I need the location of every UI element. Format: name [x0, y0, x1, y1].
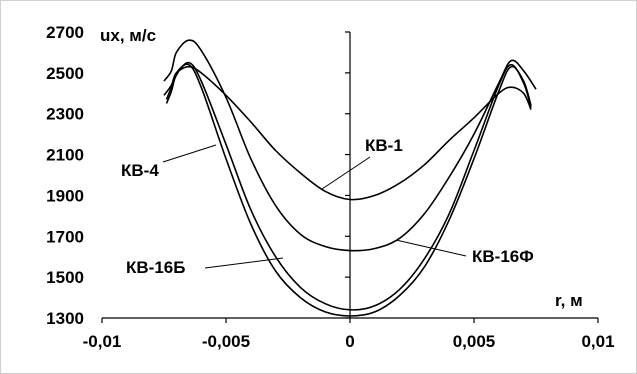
annotation-leader-line	[395, 239, 467, 257]
y-tick-label: 2100	[46, 146, 84, 165]
x-tick-label: 0	[345, 332, 354, 351]
x-tick-label: 0,005	[453, 332, 496, 351]
y-tick-label: 2300	[46, 105, 84, 124]
series-annotation-label: КВ-1	[365, 136, 403, 155]
y-tick-label: 1300	[46, 309, 84, 328]
series-annotation-label: КВ-16Б	[126, 258, 185, 277]
x-tick-label: -0,01	[83, 332, 122, 351]
series-line	[165, 63, 532, 317]
y-axis-label: ux, м/с	[100, 26, 156, 45]
y-tick-label: 1900	[46, 186, 84, 205]
series-annotation-label: КВ-4	[121, 161, 159, 180]
x-tick-label: 0,01	[581, 332, 614, 351]
y-tick-label: 2700	[46, 23, 84, 42]
series-line	[165, 61, 532, 311]
annotation-leader-line	[162, 144, 217, 163]
y-tick-label: 2500	[46, 64, 84, 83]
series-annotation-label: КВ-16Ф	[472, 247, 534, 266]
annotation-leader-line	[321, 156, 371, 190]
x-axis-label: r, м	[555, 291, 583, 310]
y-tick-label: 1700	[46, 227, 84, 246]
series-line	[163, 39, 537, 252]
annotation-leader-line	[204, 257, 284, 269]
y-tick-label: 1500	[46, 268, 84, 287]
x-tick-label: -0,005	[202, 332, 250, 351]
